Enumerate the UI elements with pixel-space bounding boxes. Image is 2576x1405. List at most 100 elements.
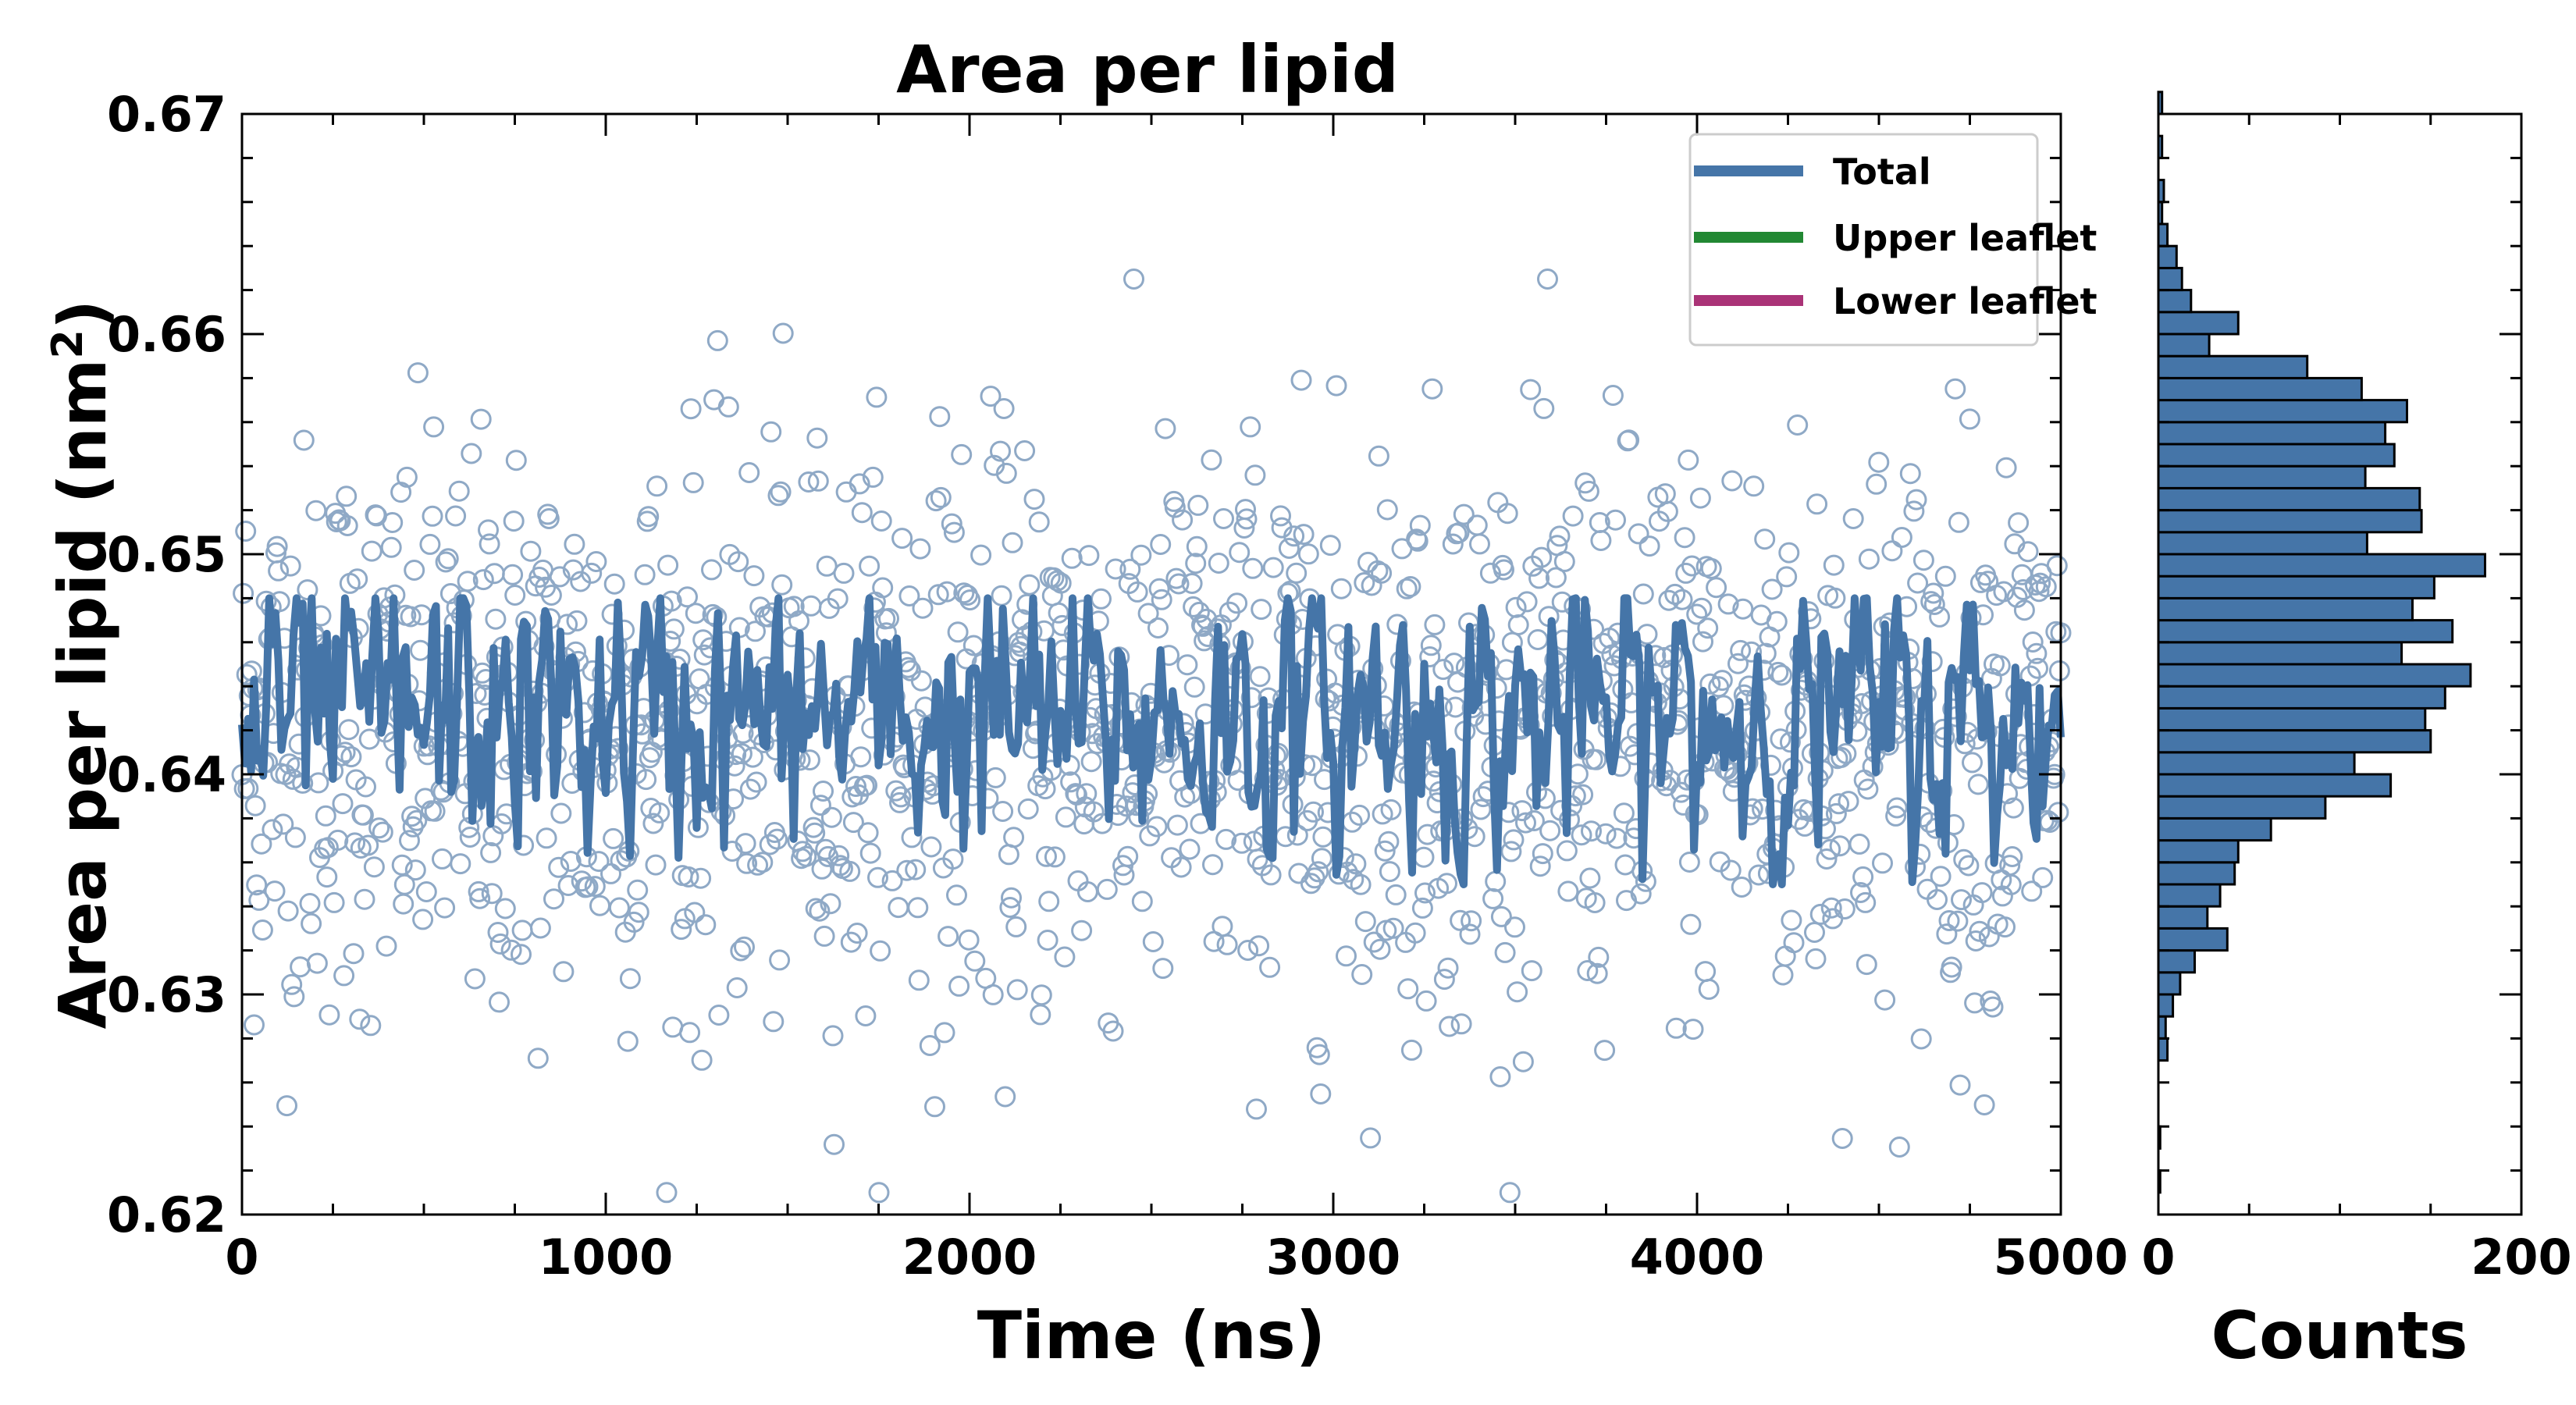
scatter-point [1202, 854, 1223, 876]
scatter-point [1529, 855, 1551, 877]
scatter-point [2032, 866, 2054, 888]
scatter-point [1382, 917, 1404, 939]
scatter-point [1237, 940, 1259, 961]
histogram-bar [2157, 816, 2272, 842]
scatter-point [1459, 923, 1481, 945]
scatter-point [1414, 882, 1436, 904]
scatter-point [1678, 449, 1699, 471]
scatter-point [1485, 678, 1507, 699]
scatter-point [1037, 930, 1059, 951]
scatter-point [1982, 996, 2004, 1018]
histogram-bar [2157, 619, 2454, 644]
scatter-point [323, 891, 345, 913]
scatter-point [1503, 829, 1525, 851]
scatter-point [855, 1005, 877, 1026]
scatter-point [424, 800, 446, 822]
scatter-point [581, 562, 603, 584]
scatter-point [1674, 527, 1695, 549]
scatter-point [396, 466, 418, 488]
histogram-bar [2157, 663, 2472, 688]
scatter-point [1450, 1013, 1472, 1035]
scatter-point [557, 614, 578, 635]
scatter-point [419, 533, 441, 555]
scatter-point [1400, 576, 1421, 597]
scatter-point [1499, 1182, 1521, 1204]
scatter-point [1034, 778, 1056, 800]
scatter-point [1303, 801, 1324, 823]
scatter-point [457, 571, 479, 592]
scatter-point [1594, 1040, 1616, 1062]
scatter-point [1151, 589, 1172, 610]
scatter-point [859, 555, 881, 577]
scatter-point [1776, 566, 1798, 588]
scatter-point [682, 471, 704, 493]
scatter-point [2026, 642, 2048, 664]
scatter-point [642, 813, 664, 834]
scatter-point [511, 919, 533, 941]
scatter-point [1721, 470, 1743, 492]
scatter-point [543, 888, 564, 910]
scatter-point [1923, 582, 1944, 604]
scatter-point [1413, 846, 1435, 868]
scatter-point [540, 585, 562, 606]
scatter-point [2017, 541, 2039, 563]
scatter-point [1290, 369, 1312, 391]
scatter-point [305, 500, 327, 521]
scatter-point [1293, 524, 1315, 546]
scatter-point [1989, 655, 2011, 677]
scatter-point [1437, 957, 1459, 979]
scatter-point [1168, 573, 1190, 595]
scatter-point [372, 821, 393, 843]
scatter-point [332, 793, 354, 815]
scatter-point [448, 480, 470, 502]
scatter-point [1528, 567, 1550, 589]
scatter-point [1407, 530, 1429, 552]
scatter-point [842, 812, 864, 834]
x-tick-label: 1000 [539, 1229, 674, 1286]
scatter-point [1678, 852, 1700, 873]
scatter-point [340, 746, 362, 768]
scatter-point [1581, 820, 1602, 842]
histogram-bar [2157, 795, 2327, 820]
histogram-bar [2157, 641, 2403, 666]
y-axis-label-superscript: 2 [43, 329, 92, 359]
scatter-point [752, 852, 774, 873]
scatter-point [1720, 859, 1742, 881]
scatter-point [437, 548, 459, 570]
scatter-point [1618, 429, 1640, 451]
scatter-point [1706, 577, 1727, 599]
scatter-point [1213, 508, 1234, 529]
scatter-point [958, 929, 980, 951]
scatter-point [603, 573, 625, 595]
scatter-point [846, 923, 868, 944]
scatter-point [290, 956, 311, 978]
scatter-point [1311, 848, 1332, 870]
scatter-point [1857, 778, 1879, 800]
scatter-point [2002, 797, 2024, 819]
scatter-point [1443, 653, 1465, 674]
y-tick-label: 0.62 [107, 1186, 226, 1243]
scatter-point [813, 925, 835, 947]
scatter-point [1927, 889, 1948, 910]
scatter-point [1590, 530, 1612, 551]
scatter-point [690, 867, 712, 889]
scatter-point [1731, 877, 1752, 898]
scatter-point [2035, 576, 2057, 598]
scatter-point [1932, 718, 1954, 740]
scatter-point [792, 841, 813, 863]
scatter-point [361, 540, 382, 562]
scatter-point [336, 486, 358, 507]
scatter-point [1433, 969, 1455, 991]
scatter-point [1461, 910, 1482, 932]
scatter-point [1825, 802, 1847, 824]
scatter-point [1126, 581, 1148, 603]
scatter-point [1638, 535, 1660, 557]
scatter-point [685, 603, 706, 624]
scatter-point [1766, 610, 1788, 632]
x-tick-label: 2000 [902, 1229, 1037, 1286]
scatter-point [1268, 769, 1290, 791]
scatter-point [1201, 449, 1222, 471]
scatter-point [623, 911, 645, 933]
scatter-point [301, 912, 322, 934]
scatter-point [1379, 861, 1400, 883]
